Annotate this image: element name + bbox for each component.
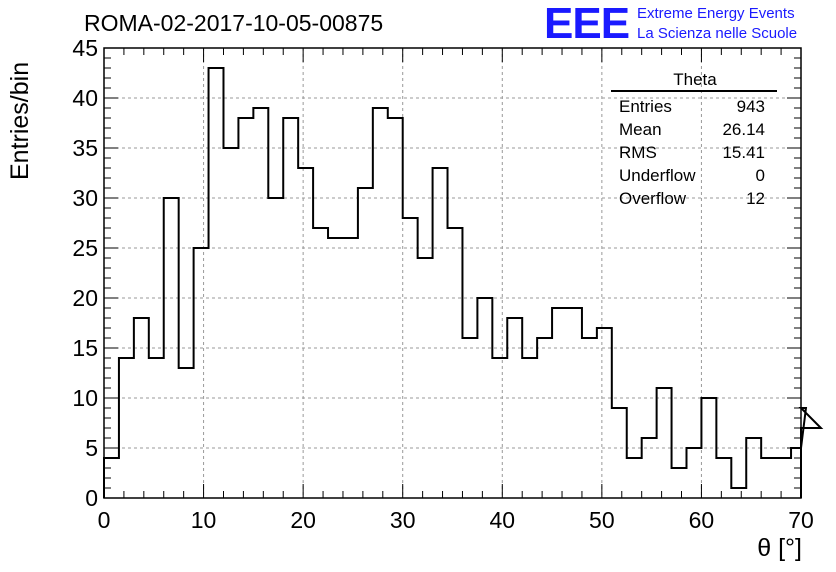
x-tick-label: 30 [390, 507, 416, 533]
eee-logo-mark: EEE [544, 0, 630, 48]
stats-title: Theta [673, 70, 717, 89]
stats-row-underflow: Underflow 0 [611, 165, 779, 188]
x-tick-label: 70 [788, 507, 814, 533]
x-tick-label: 0 [98, 507, 111, 533]
stats-label: Entries [619, 97, 672, 116]
x-tick-label: 40 [489, 507, 515, 533]
grid-lines [104, 48, 801, 498]
y-tick-label: 40 [72, 85, 98, 111]
stats-value: 0 [755, 166, 765, 185]
logo-line-2: La Scienza nelle Scuole [637, 25, 798, 42]
stats-value: 15.41 [722, 143, 765, 162]
x-tick-label: 10 [191, 507, 217, 533]
stats-value: 26.14 [722, 120, 765, 139]
y-tick-label: 25 [72, 235, 98, 261]
stats-box: Theta Entries 943 Mean 26.14 RMS 15.41 U… [611, 70, 779, 211]
eee-logo-text: Extreme Energy Events La Scienza nelle S… [637, 4, 797, 44]
y-tick-label: 10 [72, 385, 98, 411]
stats-label: Mean [619, 120, 662, 139]
y-tick-label: 15 [72, 335, 98, 361]
stats-label: Underflow [619, 166, 696, 185]
histogram-step-line [103, 67, 824, 498]
tick-labels: 0 10 20 30 40 50 60 70 0 5 10 15 20 25 30 35 40 45 [72, 35, 813, 533]
y-tick-label: 0 [85, 485, 98, 511]
stats-value: 943 [736, 97, 765, 116]
x-tick-label: 60 [689, 507, 715, 533]
stats-row-entries: Entries 943 [611, 96, 779, 119]
plot-frame [103, 47, 802, 499]
stats-label: RMS [619, 143, 657, 162]
x-tick-label: 50 [589, 507, 615, 533]
y-tick-label: 30 [72, 185, 98, 211]
stats-row-overflow: Overflow 12 [611, 188, 779, 211]
chart-title: ROMA-02-2017-10-05-00875 [84, 10, 384, 36]
stats-row-mean: Mean 26.14 [611, 119, 779, 142]
y-tick-label: 45 [72, 35, 98, 61]
stats-value: 12 [746, 189, 765, 208]
logo-line-1: Extreme Energy Events [637, 5, 795, 22]
y-tick-label: 35 [72, 135, 98, 161]
stats-row-rms: RMS 15.41 [611, 142, 779, 165]
x-tick-label: 20 [290, 507, 316, 533]
stats-label: Overflow [619, 189, 687, 208]
y-tick-label: 20 [72, 285, 98, 311]
stats-divider [611, 90, 777, 92]
x-axis-label: θ [°] [757, 534, 802, 562]
y-tick-label: 5 [85, 435, 98, 461]
y-axis-label: Entries/bin [6, 61, 34, 180]
